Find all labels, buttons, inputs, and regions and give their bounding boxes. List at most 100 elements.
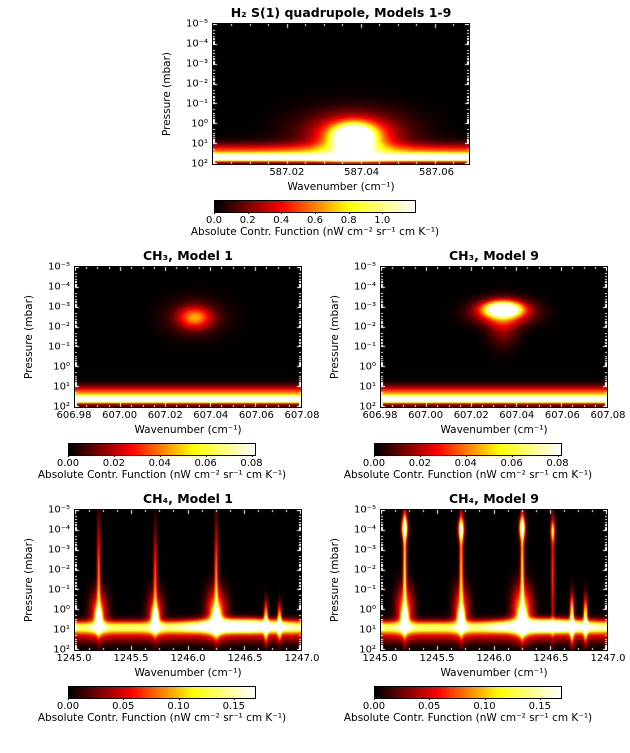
colorbar-tick-label: 0.2	[239, 212, 256, 226]
colorbar-bar: 0.0 0.2 0.4 0.6 0.8 1.0	[206, 200, 416, 226]
colorbar-h2s1: 0.0 0.2 0.4 0.6 0.8 1.0 Absolute Contr. Funct…	[191, 200, 439, 238]
x-tick-label: 1246.0	[170, 653, 206, 664]
x-tick-label: 606.98	[56, 410, 92, 421]
panel-ch3-model9: CH₃, Model 9 Pressure (mbar) 10⁻⁵ 10⁻⁴ 10⁻…	[328, 248, 626, 436]
x-axis-ticks: 587.02 587.04 587.06	[212, 165, 470, 180]
y-tick-label: 10⁰	[191, 118, 208, 130]
x-tick-label: 606.98	[362, 410, 398, 421]
x-axis-ticks: 1245.0 1245.5 1246.0 1246.5 1247.0	[363, 651, 626, 666]
plot-area: 587.02 587.04 587.06 Wavenumber (cm⁻¹)	[212, 23, 470, 193]
x-axis-label: Wavenumber (cm⁻¹)	[440, 424, 548, 436]
colorbar-tick-label: 0.05	[418, 698, 441, 712]
y-tick-label: 10¹	[359, 624, 376, 636]
colorbar-tick-label: 0.05	[112, 698, 135, 712]
row-h2s1: H₂ S(1) quadrupole, Models 1-9 Pressure …	[0, 5, 630, 238]
colorbar-tick-label: 0.4	[273, 212, 290, 226]
y-axis: Pressure (mbar)	[22, 266, 36, 408]
colorbar-tick-label: 0.15	[528, 698, 551, 712]
colorbar-tick-label: 0.06	[194, 455, 217, 469]
colorbar-tick-label: 0.00	[362, 698, 386, 712]
x-tick-label: 1246.0	[476, 653, 512, 664]
x-tick-label: 587.04	[344, 167, 380, 178]
x-tick-label: 1247.0	[284, 653, 320, 664]
y-tick-label: 10¹	[53, 381, 70, 393]
colorbar-tick-label: 0.8	[340, 212, 357, 226]
colorbar-tick-label: 0.15	[222, 698, 245, 712]
y-tick-label: 10⁻¹	[47, 341, 70, 353]
panel-title: CH₃, Model 9	[449, 248, 539, 263]
heatmap-canvas	[380, 509, 608, 651]
y-tick-label: 10⁻⁵	[353, 261, 376, 273]
row-ch4: CH₄, Model 1 Pressure (mbar) 10⁻⁵ 10⁻⁴ 10⁻…	[0, 491, 630, 724]
x-axis-label: Wavenumber (cm⁻¹)	[134, 667, 242, 679]
x-axis-label: Wavenumber (cm⁻¹)	[440, 667, 548, 679]
figure-page: { "style": { "background": "#ffffff", "t…	[0, 5, 630, 724]
plot-area: 1245.0 1245.5 1246.0 1246.5 1247.0 Wavenumbe…	[57, 509, 320, 679]
y-tick-label: 10²	[359, 401, 376, 413]
colorbar-bar: 0.00 0.02 0.04 0.06 0.08	[57, 443, 263, 469]
colorbar-ch3-model9: 0.00 0.02 0.04 0.06 0.08 Absolute Contr. Fun…	[344, 443, 592, 481]
y-tick-label: 10⁻⁵	[47, 504, 70, 516]
colorbar-ch4-model1: 0.00 0.05 0.10 0.15 Absolute Contr. Functio…	[38, 686, 286, 724]
colorbar-ticks: 0.00 0.02 0.04 0.06 0.08	[57, 455, 263, 469]
colorbar-canvas	[373, 686, 562, 699]
colorbar-tick-label: 0.6	[307, 212, 323, 226]
colorbar-canvas	[67, 686, 256, 699]
panel-ch4-model1: CH₄, Model 1 Pressure (mbar) 10⁻⁵ 10⁻⁴ 10⁻…	[22, 491, 320, 679]
colorbar-tick-label: 0.08	[240, 455, 263, 469]
plot-area: 606.98 607.00 607.02 607.04 607.06 607.08 Wav…	[363, 266, 626, 436]
colorbar-tick-label: 0.06	[500, 455, 523, 469]
plot-area: 606.98 607.00 607.02 607.04 607.06 607.08 Wav…	[57, 266, 320, 436]
plot-area: 1245.0 1245.5 1246.0 1246.5 1247.0 Wavenumbe…	[363, 509, 626, 679]
y-tick-label: 10⁻³	[185, 58, 208, 70]
y-axis-ticks: 10⁻⁵ 10⁻⁴ 10⁻³ 10⁻² 10⁻¹ 10⁰ 10¹ 10²	[36, 262, 74, 413]
colorbar-tick-label: 0.02	[408, 455, 431, 469]
x-axis-ticks: 1245.0 1245.5 1246.0 1246.5 1247.0	[57, 651, 320, 666]
x-tick-label: 607.02	[147, 410, 183, 421]
x-tick-label: 1245.0	[56, 653, 92, 664]
x-tick-label: 607.08	[590, 410, 626, 421]
y-tick-label: 10⁻²	[185, 78, 208, 90]
y-axis-label: Pressure (mbar)	[23, 537, 35, 623]
y-tick-label: 10⁻³	[47, 301, 70, 313]
panel-h2s1-quadrupole: H₂ S(1) quadrupole, Models 1-9 Pressure …	[160, 5, 470, 193]
panel-group-h2s1: H₂ S(1) quadrupole, Models 1-9 Pressure …	[160, 5, 470, 238]
y-tick-label: 10⁻³	[353, 301, 376, 313]
panel-group-ch4-model9: CH₄, Model 9 Pressure (mbar) 10⁻⁵ 10⁻⁴ 10⁻…	[328, 491, 626, 724]
y-tick-label: 10⁻²	[47, 321, 70, 333]
y-tick-label: 10⁻⁴	[47, 524, 70, 536]
heatmap-canvas	[212, 23, 470, 165]
colorbar-ticks: 0.0 0.2 0.4 0.6 0.8 1.0	[206, 212, 416, 226]
x-axis-ticks: 606.98 607.00 607.02 607.04 607.06 607.08	[363, 408, 626, 423]
y-tick-label: 10⁻⁵	[185, 18, 208, 30]
colorbar-ticks: 0.00 0.05 0.10 0.15	[57, 698, 256, 712]
y-tick-label: 10⁻⁵	[47, 261, 70, 273]
colorbar-tick-label: 0.10	[473, 698, 496, 712]
colorbar-tick-label: 0.02	[102, 455, 125, 469]
panel-ch4-model9: CH₄, Model 9 Pressure (mbar) 10⁻⁵ 10⁻⁴ 10⁻…	[328, 491, 626, 679]
colorbar-ticks: 0.00 0.02 0.04 0.06 0.08	[363, 455, 569, 469]
colorbar-bar: 0.00 0.02 0.04 0.06 0.08	[363, 443, 569, 469]
y-axis: Pressure (mbar)	[22, 509, 36, 651]
y-tick-label: 10⁰	[359, 361, 376, 373]
x-tick-label: 607.04	[499, 410, 535, 421]
y-tick-label: 10²	[191, 158, 208, 170]
x-axis-label: Wavenumber (cm⁻¹)	[287, 181, 395, 193]
x-tick-label: 607.02	[453, 410, 489, 421]
x-tick-label: 1246.5	[533, 653, 569, 664]
y-tick-label: 10²	[53, 401, 70, 413]
row-ch3: CH₃, Model 1 Pressure (mbar) 10⁻⁵ 10⁻⁴ 10⁻…	[0, 248, 630, 481]
y-tick-label: 10¹	[53, 624, 70, 636]
colorbar-tick-label: 0.0	[206, 212, 222, 226]
x-tick-label: 1245.0	[362, 653, 398, 664]
x-tick-label: 607.04	[193, 410, 229, 421]
y-tick-label: 10⁻⁴	[47, 281, 70, 293]
y-tick-label: 10⁻⁴	[353, 524, 376, 536]
colorbar-tick-label: 0.00	[362, 455, 386, 469]
colorbar-tick-label: 0.00	[56, 455, 80, 469]
panel-group-ch4-model1: CH₄, Model 1 Pressure (mbar) 10⁻⁵ 10⁻⁴ 10⁻…	[22, 491, 320, 724]
x-tick-label: 607.00	[408, 410, 444, 421]
y-tick-label: 10⁻⁴	[353, 281, 376, 293]
colorbar-ch3-model1: 0.00 0.02 0.04 0.06 0.08 Absolute Contr. Fun…	[38, 443, 286, 481]
y-tick-label: 10²	[53, 644, 70, 656]
